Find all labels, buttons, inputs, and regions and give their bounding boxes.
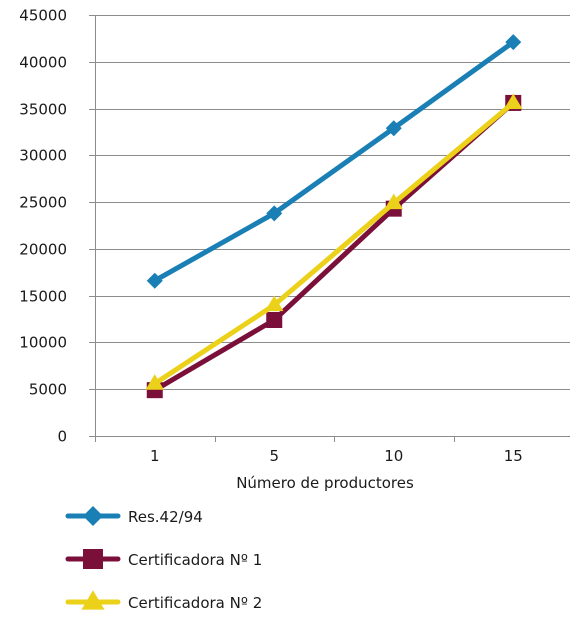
data-point-2-2 — [266, 311, 283, 328]
x-tick-label: 10 — [384, 447, 403, 465]
y-tick-label: 0 — [57, 428, 67, 446]
axis-layer: 0 5000 10000 15000 20000 25000 30000 35000 40000… — [19, 7, 570, 465]
data-point-3-1 — [145, 374, 164, 390]
x-axis-title: Número de productores — [236, 474, 414, 492]
y-tick-label: 30000 — [19, 147, 67, 165]
legend-label: Res.42/94 — [128, 508, 203, 526]
legend-marker — [81, 590, 105, 610]
y-tick-label: 40000 — [19, 54, 67, 72]
y-tick-label: 35000 — [19, 101, 67, 119]
data-point-1-3 — [385, 120, 402, 137]
legend-label: Certificadora Nº 1 — [128, 551, 262, 569]
y-tick-label: 15000 — [19, 288, 67, 306]
x-tick-label: 5 — [269, 447, 279, 465]
y-tick-label: 10000 — [19, 334, 67, 352]
series-line-3 — [152, 100, 516, 387]
legend-item-3: Certificadora Nº 2 — [65, 590, 262, 612]
series-line-1 — [152, 39, 516, 284]
data-point-1-1 — [146, 272, 163, 289]
x-tick-label: 1 — [150, 447, 160, 465]
series-layer — [145, 34, 523, 399]
data-point-1-2 — [266, 205, 283, 222]
x-tick-label: 15 — [504, 447, 523, 465]
y-tick-label: 25000 — [19, 194, 67, 212]
y-tick-label: 20000 — [19, 241, 67, 259]
legend: Res.42/94 Certificadora Nº 1 Certificadora… — [65, 506, 262, 612]
legend-item-2: Certificadora Nº 1 — [65, 549, 262, 569]
legend-item-1: Res.42/94 — [65, 506, 203, 526]
data-point-3-3 — [384, 193, 403, 210]
legend-label: Certificadora Nº 2 — [128, 594, 262, 612]
grid-layer — [95, 15, 570, 390]
y-tick-label: 5000 — [29, 381, 67, 399]
legend-marker — [83, 506, 103, 526]
data-point-3-2 — [265, 295, 284, 312]
data-point-1-4 — [505, 34, 522, 51]
data-point-3-4 — [504, 93, 523, 110]
y-tick-label: 45000 — [19, 7, 67, 25]
legend-marker — [83, 549, 103, 569]
